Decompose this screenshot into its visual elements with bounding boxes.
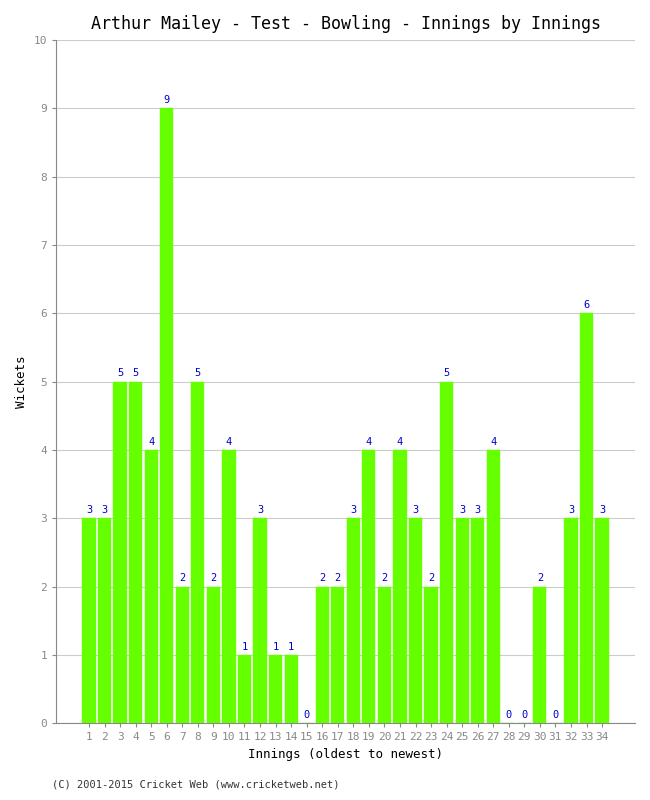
- Text: 0: 0: [521, 710, 527, 720]
- Text: 5: 5: [443, 368, 450, 378]
- Text: 4: 4: [148, 437, 154, 446]
- Bar: [471, 518, 484, 723]
- Text: 2: 2: [210, 574, 216, 583]
- Text: 2: 2: [319, 574, 326, 583]
- Bar: [160, 109, 174, 723]
- Text: 0: 0: [304, 710, 310, 720]
- Text: 5: 5: [133, 368, 138, 378]
- Text: 0: 0: [506, 710, 512, 720]
- Text: 5: 5: [117, 368, 124, 378]
- Bar: [331, 586, 345, 723]
- Bar: [564, 518, 578, 723]
- Text: 3: 3: [86, 505, 92, 515]
- Bar: [285, 655, 298, 723]
- Bar: [487, 450, 500, 723]
- Bar: [440, 382, 453, 723]
- Text: 2: 2: [382, 574, 387, 583]
- X-axis label: Innings (oldest to newest): Innings (oldest to newest): [248, 748, 443, 761]
- Text: 1: 1: [241, 642, 248, 652]
- Text: 4: 4: [226, 437, 232, 446]
- Bar: [176, 586, 189, 723]
- Bar: [595, 518, 608, 723]
- Text: 6: 6: [584, 300, 590, 310]
- Text: 2: 2: [179, 574, 185, 583]
- Bar: [316, 586, 329, 723]
- Bar: [222, 450, 235, 723]
- Text: 4: 4: [490, 437, 497, 446]
- Bar: [393, 450, 406, 723]
- Text: (C) 2001-2015 Cricket Web (www.cricketweb.net): (C) 2001-2015 Cricket Web (www.cricketwe…: [52, 779, 339, 790]
- Text: 3: 3: [459, 505, 465, 515]
- Text: 3: 3: [257, 505, 263, 515]
- Text: 9: 9: [164, 95, 170, 105]
- Bar: [409, 518, 422, 723]
- Bar: [533, 586, 547, 723]
- Bar: [254, 518, 266, 723]
- Text: 3: 3: [412, 505, 419, 515]
- Bar: [269, 655, 282, 723]
- Text: 1: 1: [288, 642, 294, 652]
- Y-axis label: Wickets: Wickets: [15, 355, 28, 408]
- Text: 1: 1: [272, 642, 279, 652]
- Text: 2: 2: [428, 574, 434, 583]
- Bar: [580, 314, 593, 723]
- Text: 4: 4: [366, 437, 372, 446]
- Bar: [129, 382, 142, 723]
- Bar: [378, 586, 391, 723]
- Text: 3: 3: [474, 505, 481, 515]
- Text: 0: 0: [552, 710, 558, 720]
- Bar: [456, 518, 469, 723]
- Bar: [362, 450, 376, 723]
- Text: 3: 3: [101, 505, 108, 515]
- Text: 5: 5: [195, 368, 201, 378]
- Bar: [346, 518, 360, 723]
- Bar: [83, 518, 96, 723]
- Title: Arthur Mailey - Test - Bowling - Innings by Innings: Arthur Mailey - Test - Bowling - Innings…: [90, 15, 601, 33]
- Text: 3: 3: [350, 505, 356, 515]
- Bar: [238, 655, 251, 723]
- Bar: [191, 382, 205, 723]
- Bar: [207, 586, 220, 723]
- Text: 2: 2: [537, 574, 543, 583]
- Bar: [424, 586, 437, 723]
- Text: 3: 3: [599, 505, 605, 515]
- Text: 4: 4: [397, 437, 403, 446]
- Text: 2: 2: [335, 574, 341, 583]
- Bar: [98, 518, 111, 723]
- Text: 3: 3: [568, 505, 574, 515]
- Bar: [144, 450, 158, 723]
- Bar: [114, 382, 127, 723]
